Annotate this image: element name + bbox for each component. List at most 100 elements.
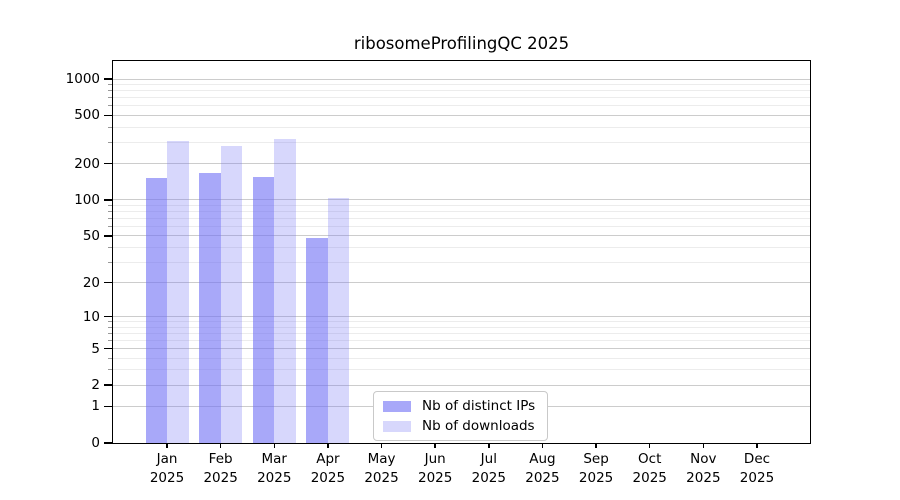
bar-downloads-feb [220, 145, 243, 443]
y-minor-tick [108, 326, 112, 328]
y-minor-tick [108, 204, 112, 206]
x-tick-label-jan: Jan 2025 [149, 451, 185, 486]
gridline-major [113, 163, 810, 165]
gridline-major [113, 316, 810, 318]
y-tick [104, 235, 112, 237]
gridline-minor [113, 97, 810, 99]
gridline-minor [113, 210, 810, 212]
y-minor-tick [108, 105, 112, 107]
y-tick [104, 442, 112, 444]
y-minor-tick [108, 339, 112, 341]
x-tick [488, 443, 490, 448]
legend-swatch-downloads [383, 420, 411, 432]
y-minor-tick [108, 357, 112, 359]
gridline-minor [113, 141, 810, 143]
y-tick-label: 1000 [65, 71, 100, 87]
y-minor-tick [108, 90, 112, 92]
x-tick [648, 443, 651, 448]
x-tick [702, 443, 705, 448]
y-tick-label: 500 [74, 107, 100, 124]
y-tick-label: 1 [91, 398, 100, 415]
y-tick [104, 199, 112, 201]
x-tick-label-jun: Jun 2025 [417, 451, 453, 486]
legend-label-distinct-ips: Nb of distinct IPs [422, 398, 536, 414]
gridline-major [113, 114, 810, 116]
gridline-major [113, 235, 810, 237]
legend-row-downloads: Nb of downloads [383, 418, 535, 434]
x-tick [166, 443, 168, 448]
y-tick-label: 200 [74, 155, 100, 172]
bar-downloads-jan [167, 140, 189, 443]
y-tick [104, 78, 112, 80]
y-tick-label: 50 [82, 227, 100, 244]
y-minor-tick [108, 84, 112, 86]
y-tick [104, 281, 112, 284]
gridline-minor [113, 339, 810, 341]
y-minor-tick [108, 246, 112, 248]
gridline-minor [113, 357, 810, 359]
gridline-minor [113, 90, 810, 92]
y-minor-tick [108, 369, 112, 371]
bar-distinct-ips-jan [145, 177, 167, 443]
y-tick-label: 100 [74, 191, 100, 208]
x-tick [273, 443, 276, 448]
x-tick-label-may: May 2025 [364, 451, 399, 486]
gridline-minor [113, 369, 810, 371]
bar-distinct-ips-apr [306, 237, 328, 443]
gridline-minor [113, 261, 810, 263]
y-axis: 0 1 2 5 10 20 50 100 200 500 1000 [0, 0, 112, 500]
x-tick-label-feb: Feb 2025 [203, 451, 238, 486]
legend-row-distinct-ips: Nb of distinct IPs [383, 398, 535, 414]
x-tick [434, 443, 436, 448]
y-minor-tick [108, 321, 112, 323]
gridline-major [113, 348, 810, 350]
gridline-major [113, 199, 810, 201]
x-tick-label-jul: Jul 2025 [471, 451, 506, 486]
gridline-minor [113, 326, 810, 328]
x-tick-label-sep: Sep 2025 [578, 451, 614, 486]
gridline-minor [113, 105, 810, 107]
y-minor-tick [108, 225, 112, 227]
gridline-major [113, 384, 810, 386]
y-tick [104, 347, 112, 350]
bar-downloads-apr [327, 197, 350, 443]
gridline-minor [113, 84, 810, 86]
x-tick-label-aug: Aug 2025 [525, 451, 560, 486]
gridline-minor [113, 204, 810, 206]
gridline-minor [113, 332, 810, 334]
x-tick [327, 443, 329, 448]
gridline-minor [113, 246, 810, 248]
x-tick [595, 443, 597, 448]
x-tick-label-mar: Mar 2025 [257, 451, 292, 486]
x-tick-label-oct: Oct 2025 [632, 451, 667, 486]
chart-title: ribosomeProfilingQC 2025 [353, 34, 570, 53]
y-tick [104, 384, 112, 386]
y-tick [104, 114, 112, 117]
y-tick-label: 0 [91, 435, 100, 451]
x-tick [541, 443, 544, 448]
gridline-minor [113, 321, 810, 323]
y-minor-tick [108, 97, 112, 99]
gridline-minor [113, 126, 810, 128]
legend-swatch-distinct-ips [383, 400, 411, 412]
y-tick [104, 315, 112, 318]
y-minor-tick [108, 126, 112, 128]
gridline-minor [113, 217, 810, 219]
y-minor-tick [108, 210, 112, 212]
gridline-major [113, 282, 810, 284]
gridline-minor [113, 225, 810, 227]
y-tick-label: 10 [82, 308, 100, 325]
x-tick [219, 443, 222, 448]
y-minor-tick [108, 261, 112, 263]
legend-label-downloads: Nb of downloads [422, 418, 535, 434]
plot-area [112, 60, 811, 444]
y-tick-label: 5 [91, 340, 100, 357]
x-tick [380, 443, 383, 448]
y-minor-tick [108, 332, 112, 334]
gridline-major [113, 78, 810, 80]
bar-distinct-ips-mar [252, 176, 275, 443]
legend: Nb of distinct IPs Nb of downloads [373, 391, 549, 441]
x-tick-label-nov: Nov 2025 [686, 451, 721, 486]
y-tick [104, 405, 112, 408]
